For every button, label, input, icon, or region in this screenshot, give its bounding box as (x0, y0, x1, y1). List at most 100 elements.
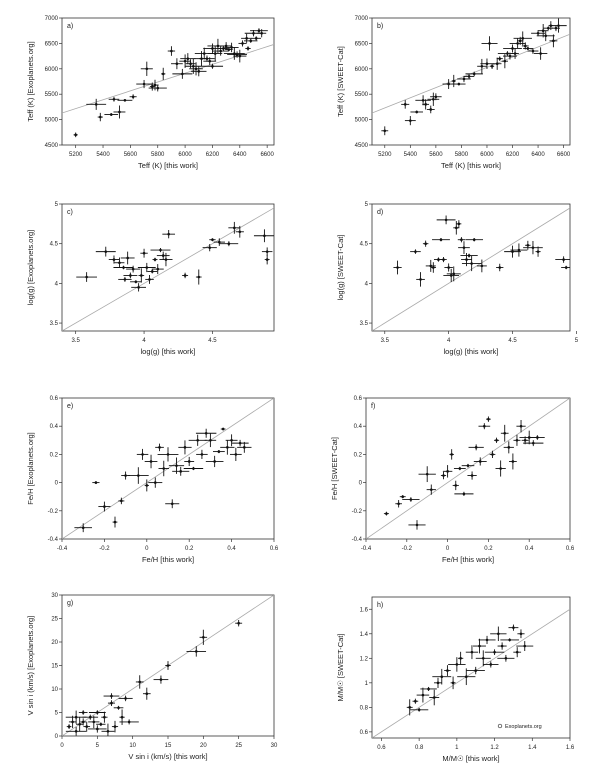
point-marker (94, 103, 98, 106)
data-point (425, 259, 436, 272)
data-point (443, 268, 460, 283)
x-tick-label: 5400 (404, 152, 418, 158)
data-point (418, 466, 436, 483)
data-point (119, 719, 139, 725)
point-marker (96, 711, 99, 714)
point-marker (103, 715, 106, 719)
data-point (395, 500, 402, 508)
x-tick-label: 5600 (124, 152, 138, 158)
data-point (112, 516, 118, 528)
data-point (465, 645, 479, 660)
point-marker (252, 31, 255, 35)
point-marker (194, 67, 198, 71)
point-marker (153, 83, 157, 87)
data-point (410, 249, 421, 254)
point-marker (137, 474, 140, 477)
data-point (245, 46, 251, 51)
panel-d: 3.5 4 4.5 5 3.5 4 4.5 5 d) log(g) [this work] log(… (336, 202, 579, 356)
data-point (131, 283, 146, 292)
point-marker (383, 129, 387, 133)
data-point (148, 84, 167, 92)
point-marker (467, 75, 471, 78)
data-point (511, 48, 519, 59)
point-marker (141, 453, 144, 456)
data-point (65, 726, 87, 736)
data-point (157, 447, 179, 462)
y-tick-label: 0.2 (50, 452, 59, 458)
panel-a: 5200 5400 5600 5800 6000 6200 6400 6600 4500 5000… (26, 16, 274, 170)
data-point (555, 256, 570, 263)
point-marker (265, 258, 269, 261)
data-point (86, 98, 107, 110)
point-marker (544, 34, 548, 38)
point-marker (552, 39, 555, 43)
y-tick-label: 1.2 (360, 656, 369, 662)
data-point (73, 132, 78, 138)
data-point (461, 255, 482, 272)
point-marker (170, 502, 174, 506)
point-marker (153, 258, 157, 261)
data-point (508, 624, 519, 631)
point-marker (187, 460, 191, 463)
point-marker (124, 474, 127, 477)
point-marker (500, 644, 504, 648)
data-point (432, 668, 452, 685)
data-point (426, 484, 436, 495)
data-point (199, 55, 215, 62)
data-point (432, 238, 450, 242)
x-tick-label: 0 (446, 546, 450, 552)
x-tick-label: 25 (235, 743, 242, 749)
y-tick-label: -0.4 (352, 537, 363, 543)
point-marker (238, 441, 242, 445)
data-point (123, 272, 138, 279)
point-marker (142, 251, 146, 255)
point-marker (94, 481, 98, 484)
data-point (530, 435, 545, 440)
point-marker (166, 664, 170, 667)
point-marker (531, 49, 535, 53)
point-marker (235, 53, 239, 56)
point-marker (531, 441, 535, 445)
x-tick-label: 0.2 (185, 546, 194, 552)
point-marker (409, 119, 412, 122)
point-marker (472, 72, 476, 76)
data-point (162, 230, 176, 239)
point-marker (470, 650, 474, 654)
point-marker (117, 706, 120, 710)
plot-frame (371, 203, 571, 332)
point-marker (442, 258, 445, 261)
point-marker (120, 499, 123, 503)
point-marker (401, 495, 405, 499)
point-marker (166, 453, 170, 456)
y-tick-label: 6000 (355, 67, 369, 73)
point-marker (478, 460, 482, 463)
point-marker (455, 663, 459, 666)
data-point (150, 247, 171, 253)
data-point (98, 501, 111, 512)
data-point (76, 272, 97, 282)
data-point (147, 269, 158, 274)
y-tick-label: 4.5 (50, 242, 59, 248)
data-point (213, 238, 226, 246)
point-marker (462, 246, 466, 249)
point-marker (110, 701, 113, 705)
point-marker (503, 59, 507, 63)
point-marker (504, 657, 508, 660)
y-tick-label: 4 (55, 281, 59, 287)
y-tick-label: 1.6 (360, 607, 369, 613)
data-point (444, 263, 453, 272)
point-marker (159, 248, 162, 252)
reference-line (372, 608, 570, 738)
point-marker (189, 62, 192, 66)
y-tick-label: 1.4 (360, 632, 369, 638)
data-point (208, 46, 223, 62)
point-marker (211, 47, 214, 50)
panel-label: h) (377, 602, 383, 609)
data-point (178, 440, 192, 455)
point-marker (118, 110, 121, 114)
data-point (452, 480, 459, 491)
data-point (427, 92, 440, 106)
point-marker (150, 270, 154, 273)
point-marker (442, 474, 445, 477)
point-marker (183, 274, 187, 277)
